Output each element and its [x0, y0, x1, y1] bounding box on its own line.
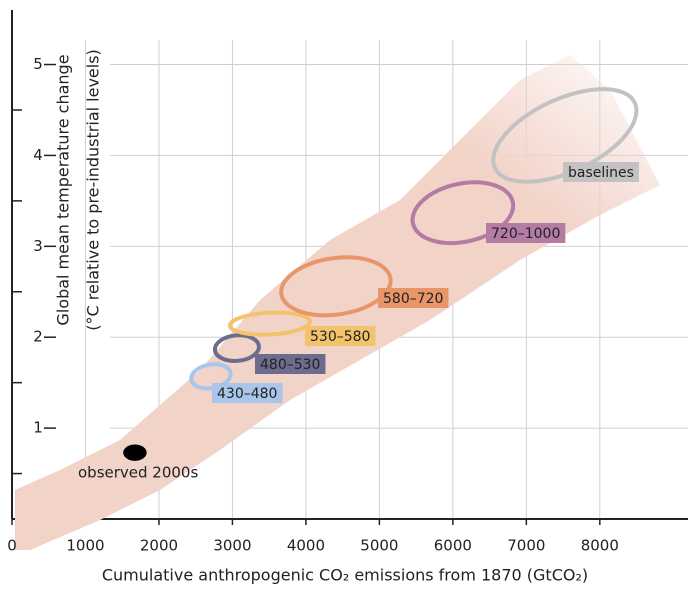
x-axis-title: Cumulative anthropogenic CO₂ emissions f…: [102, 566, 588, 585]
legend-label: 480–530: [260, 357, 320, 373]
legend-label: baselines: [568, 165, 634, 181]
x-tick-label: 2000: [140, 537, 178, 555]
observed-label: observed 2000s: [78, 464, 198, 482]
x-tick-label: 1000: [66, 537, 104, 555]
legend-label: 720–1000: [491, 226, 560, 242]
x-tick-label: 8000: [581, 537, 619, 555]
legend-label: 580–720: [383, 291, 443, 307]
observed-point: [123, 444, 147, 461]
scenario-ellipse: [410, 180, 516, 246]
legend-swatch: [486, 223, 566, 243]
x-tick-label: 6000: [434, 537, 472, 555]
legend-label: 530–580: [310, 329, 370, 345]
x-tick-label: 7000: [507, 537, 545, 555]
x-tick-label: 4000: [287, 537, 325, 555]
x-tick-label: 3000: [213, 537, 251, 555]
legend-label: 430–480: [217, 386, 277, 402]
uncertainty-plume: [15, 55, 660, 550]
x-tick-label: 0: [7, 537, 17, 555]
marks: 430–480 480–530 530–580 580–720 720–1000 base…: [78, 87, 639, 482]
y-tick-label: 1: [33, 419, 43, 437]
scenario-ellipse: [227, 310, 312, 337]
y-tick-label: 3: [33, 237, 43, 255]
y-axis-title: (°C relative to pre-industrial levels): [84, 49, 103, 331]
scenario-ellipse: [212, 333, 261, 363]
legend-swatch: [305, 326, 376, 346]
y-tick-label: 2: [33, 328, 43, 346]
scenario-ellipse: [279, 255, 393, 318]
legend-swatch: [212, 383, 283, 403]
legend-swatch: [255, 354, 326, 374]
y-tick-label: 5: [33, 55, 43, 73]
x-tick-label: 5000: [360, 537, 398, 555]
y-axis-title: Global mean temperature change: [54, 54, 73, 325]
legend-swatch: [563, 162, 639, 182]
legend-swatch: [378, 288, 449, 308]
y-tick-label: 4: [33, 146, 43, 164]
